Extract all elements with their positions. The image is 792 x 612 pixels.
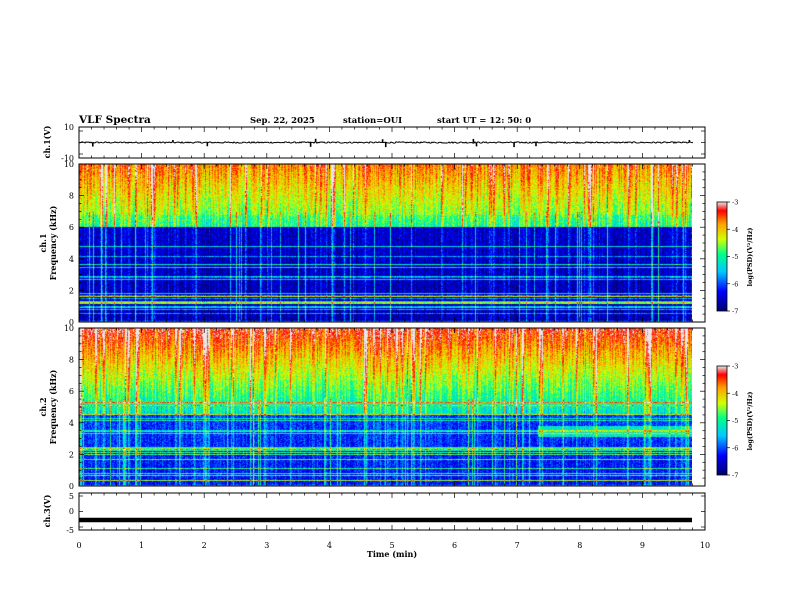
station-label: station=OUI — [343, 116, 402, 126]
ch1-spectrogram-ticks — [78, 163, 706, 323]
x-tick-label: 8 — [577, 541, 582, 550]
ch2-spectrogram-image — [79, 328, 692, 486]
ch3-ytick-mid: 0 — [69, 507, 74, 516]
colorbar-tick-label: -6 — [732, 280, 738, 288]
ch3-ytick-top: 5 — [69, 492, 74, 501]
y-tick-label: 0 — [69, 482, 74, 491]
x-tick-label: 1 — [139, 541, 144, 550]
y-tick-label: 6 — [69, 387, 74, 396]
ch1-waveform-trace — [78, 138, 694, 148]
y-tick-label: 4 — [69, 419, 74, 428]
y-tick-label: 10 — [64, 324, 74, 333]
colorbar-tick-label: -5 — [732, 253, 738, 261]
ch1-colorbar: -3 -4 -5 -6 -7 log(PSD)(V²/Hz) — [716, 199, 754, 316]
colorbar-tick-label: -5 — [732, 417, 738, 425]
ch1-colorbar-gradient — [716, 201, 728, 312]
figure-title: VLF Spectra — [78, 114, 151, 126]
y-tick-label: 2 — [69, 450, 74, 459]
ch1-colorbar-label: log(PSD)(V²/Hz) — [746, 228, 754, 287]
ch2-spectrogram-ylabel-freq: Frequency (kHz) — [48, 369, 58, 444]
x-tick-label: 7 — [515, 541, 520, 550]
colorbar-tick-label: -6 — [732, 444, 738, 452]
ch2-colorbar: -3 -4 -5 -6 -7 log(PSD)(V²/Hz) — [716, 363, 754, 480]
ch1-spectrogram-panel: 0 2 4 6 8 10 ch.1 Frequency (kHz) — [38, 160, 706, 327]
ch1-spectrogram-yticklabels: 0 2 4 6 8 10 — [64, 160, 74, 327]
colorbar-tick-label: -3 — [732, 199, 738, 207]
ch1-waveform-panel: 10 -10 ch.1(V) — [42, 123, 706, 163]
ch1-waveform-line — [78, 141, 694, 144]
ch1-ytick-bottom: -10 — [61, 154, 74, 163]
ch2-colorbar-gradient — [716, 365, 728, 476]
colorbar-tick-label: -4 — [732, 390, 738, 398]
y-tick-label: 10 — [64, 160, 74, 169]
ch1-waveform-ylabel: ch.1(V) — [42, 125, 52, 158]
ch1-spectrogram-ylabel: ch.1 — [38, 233, 48, 252]
ch2-colorbar-ticks: -3 -4 -5 -6 -7 — [727, 363, 738, 480]
ch2-spectrogram-ticks — [78, 327, 706, 487]
ch2-spectrogram-panel: 0 2 4 6 8 10 ch.2 Frequency (kHz) — [38, 324, 706, 491]
date-label: Sep. 22, 2025 — [250, 116, 315, 126]
ch2-colorbar-label: log(PSD)(V²/Hz) — [746, 392, 754, 451]
y-tick-label: 2 — [69, 286, 74, 295]
ch1-ytick-top: 10 — [64, 123, 74, 132]
ch3-waveform-panel: 5 0 -5 ch.3(V) 0 1 2 3 4 5 6 7 8 9 10 Time (min) — [42, 492, 710, 559]
x-tick-label: 0 — [76, 541, 81, 550]
x-tick-label: 10 — [700, 541, 710, 550]
x-tick-label: 6 — [452, 541, 457, 550]
colorbar-tick-label: -3 — [732, 363, 738, 371]
y-tick-label: 8 — [69, 356, 74, 365]
colorbar-tick-label: -4 — [732, 226, 738, 234]
ch3-waveform-frame — [78, 492, 706, 531]
ch3-ytick-bottom: -5 — [66, 526, 74, 535]
ch2-spectrogram-ylabel: ch.2 — [38, 397, 48, 416]
ch3-waveform-ticks — [78, 493, 706, 530]
y-tick-label: 4 — [69, 255, 74, 264]
colorbar-tick-label: -7 — [732, 472, 738, 480]
colorbar-tick-label: -7 — [732, 308, 738, 316]
x-tick-label: 2 — [202, 541, 207, 550]
x-tick-label: 9 — [640, 541, 645, 550]
ch2-spectrogram-yticklabels: 0 2 4 6 8 10 — [64, 324, 74, 491]
y-tick-label: 0 — [69, 318, 74, 327]
ch3-waveform-ylabel: ch.3(V) — [42, 494, 52, 527]
time-axis-label: Time (min) — [367, 549, 417, 559]
ch1-colorbar-ticks: -3 -4 -5 -6 -7 — [727, 199, 738, 316]
y-tick-label: 6 — [69, 223, 74, 232]
ch1-spectrogram-ylabel-freq: Frequency (kHz) — [48, 205, 58, 280]
ch1-waveform-ticks — [78, 127, 706, 158]
x-tick-label: 4 — [327, 541, 332, 550]
y-tick-label: 8 — [69, 192, 74, 201]
ch1-spectrogram-image — [79, 164, 692, 322]
time-axis-ticklabels: 0 1 2 3 4 5 6 7 8 9 10 — [76, 541, 710, 550]
x-tick-label: 3 — [264, 541, 269, 550]
start-time-label: start UT = 12: 50: 0 — [437, 116, 531, 126]
x-tick-label: 5 — [389, 541, 394, 550]
